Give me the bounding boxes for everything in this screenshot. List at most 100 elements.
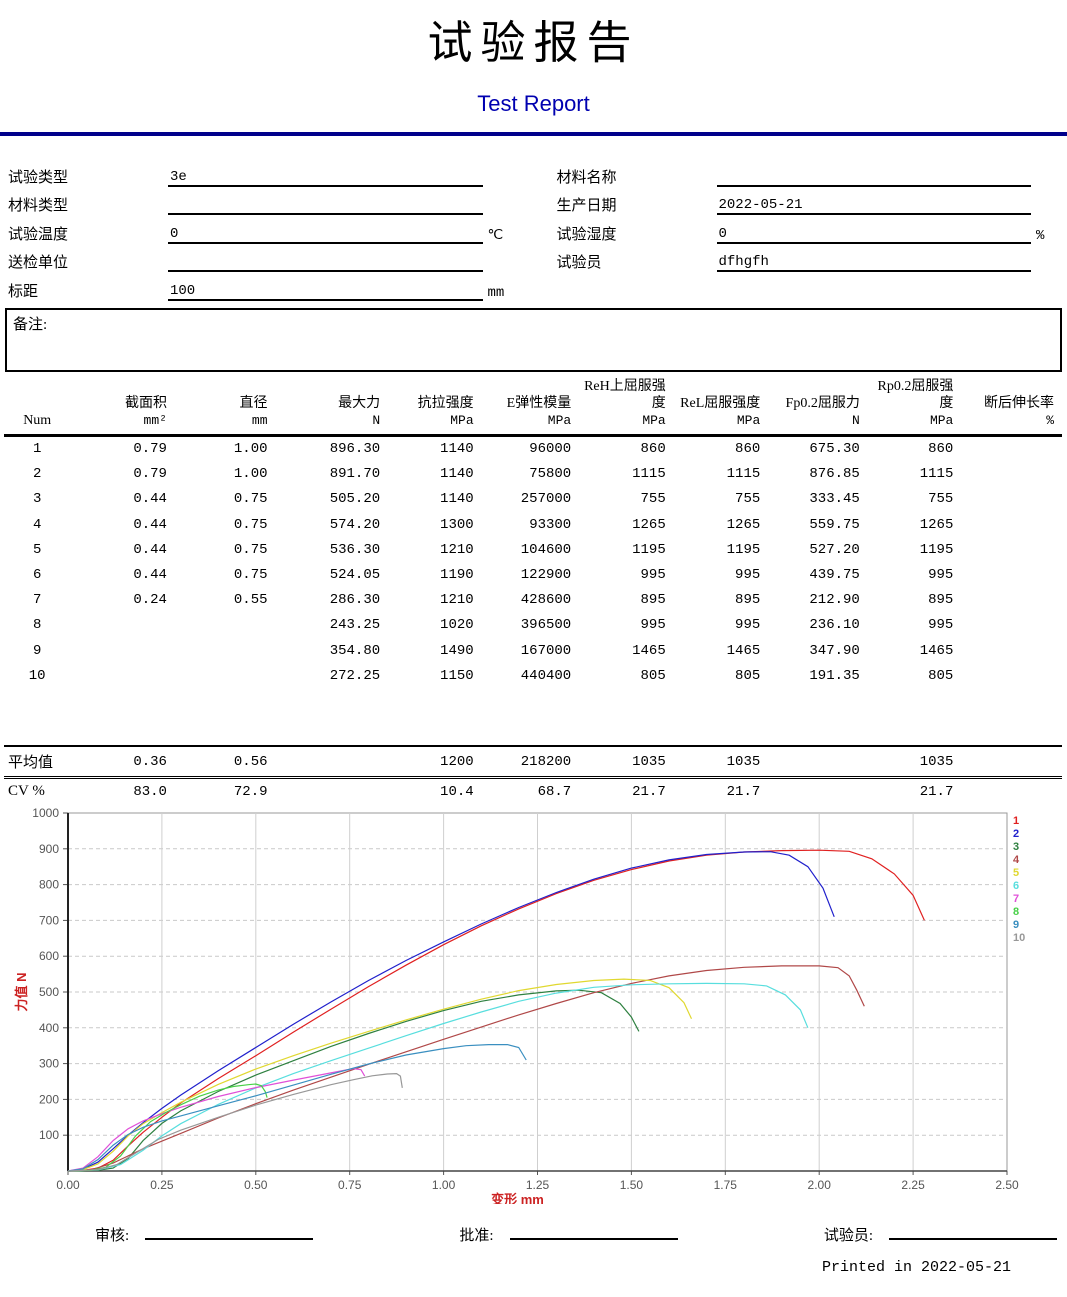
- legend-item-5: 5: [1013, 867, 1019, 879]
- field-value: 100: [168, 281, 483, 301]
- field-unit: %: [1036, 227, 1045, 244]
- table-cell: [961, 487, 1062, 512]
- table-cell: 428600: [520, 592, 572, 609]
- table-cell: 96000: [529, 441, 572, 458]
- summary-cell: 83.0: [133, 783, 167, 800]
- form-field: 送检单位: [8, 244, 511, 272]
- table-row: 7 0.24 0.55 286.30 1210 428600 895 895 212.90 895: [4, 588, 1062, 613]
- table-cell: [961, 512, 1062, 537]
- table-cell: 574.20: [329, 516, 381, 533]
- signoff-2: 试验员:: [824, 1224, 1057, 1245]
- table-cell: 243.25: [329, 617, 381, 634]
- curve-specimen-3: [67, 989, 640, 1172]
- table-cell: 1465: [726, 642, 761, 659]
- field-label: 材料类型: [8, 198, 69, 214]
- summary-cell: [961, 745, 1062, 780]
- table-cell: 9: [32, 642, 42, 659]
- table-row: 1 0.79 1.00 896.30 1140 96000 860 860 675.30 860: [4, 435, 1062, 462]
- field-value: [716, 167, 1031, 187]
- curve-specimen-7: [67, 1068, 366, 1172]
- legend-item-3: 3: [1013, 841, 1019, 853]
- x-tick-label: 0.00: [56, 1178, 80, 1192]
- column-header: 截面积 mm²: [74, 375, 175, 437]
- table-cell: 860: [640, 441, 666, 458]
- printed-date: Printed in 2022-05-21: [821, 1259, 1011, 1277]
- table-cell: 559.75: [809, 516, 860, 533]
- table-cell: 895: [735, 592, 761, 609]
- legend-item-6: 6: [1013, 880, 1019, 892]
- table-cell: 995: [735, 567, 761, 584]
- column-header: ReH上屈服强度 MPa: [579, 375, 674, 437]
- table-row: 3 0.44 0.75 505.20 1140 257000 755 755 333.45 755: [4, 487, 1062, 512]
- curve-specimen-1: [67, 849, 925, 1172]
- table-cell: 860: [928, 441, 954, 458]
- y-tick-label: 400: [39, 1021, 59, 1035]
- table-cell: 6: [32, 567, 42, 584]
- summary-cell: 平均值: [4, 745, 75, 780]
- table-cell: 995: [735, 617, 761, 634]
- table-cell: 236.10: [809, 617, 860, 634]
- table-cell: 104600: [520, 541, 572, 558]
- table-cell: 1020: [440, 617, 474, 634]
- y-tick-label: 700: [39, 914, 59, 928]
- page-title: 试验报告: [427, 18, 640, 68]
- legend-item-1: 1: [1013, 815, 1019, 827]
- x-tick-label: 1.75: [714, 1178, 738, 1192]
- table-cell: 0.44: [133, 541, 167, 558]
- table-cell: 396500: [520, 617, 572, 634]
- table-cell: 1115: [726, 466, 761, 483]
- table-cell: [74, 638, 175, 663]
- table-cell: 0.44: [133, 491, 167, 508]
- table-cell: [961, 435, 1062, 462]
- table-cell: 505.20: [329, 491, 381, 508]
- signature-line: [509, 1224, 678, 1241]
- table-row: 6 0.44 0.75 524.05 1190 122900 995 995 439.75 995: [4, 562, 1062, 587]
- legend-item-9: 9: [1013, 919, 1019, 931]
- column-header: Rp0.2屈服强度 MPa: [867, 375, 962, 437]
- table-cell: 805: [640, 667, 666, 684]
- summary-cell: 21.7: [919, 783, 954, 800]
- table-cell: 272.25: [329, 667, 381, 684]
- field-label: 生产日期: [556, 198, 617, 214]
- form-column-left: 试验类型 3e 材料类型 试验温度 0 ℃ 送检单位 标距 100 mm: [8, 158, 511, 301]
- table-cell: 167000: [520, 642, 572, 659]
- table-cell: 440400: [520, 667, 572, 684]
- table-cell: 0.75: [233, 541, 268, 558]
- table-cell: 536.30: [329, 541, 381, 558]
- table-cell: 1150: [440, 667, 474, 684]
- table-cell: 895: [640, 592, 666, 609]
- table-cell: 1195: [632, 541, 666, 558]
- summary-cell: 21.7: [726, 783, 761, 800]
- table-cell: 7: [32, 592, 42, 609]
- force-deformation-chart: 100 200 300 400 500 600 700 800 900 1000 0.00 0.25 0…: [14, 806, 1025, 1204]
- table-cell: 122900: [520, 567, 572, 584]
- table-cell: 1140: [440, 491, 474, 508]
- form-field: 生产日期 2022-05-21: [556, 187, 1060, 215]
- y-tick-label: 800: [39, 878, 59, 892]
- table-cell: [74, 663, 175, 688]
- signoff-1: 批准:: [459, 1224, 678, 1245]
- table-cell: [175, 663, 276, 688]
- table-cell: 1195: [919, 541, 954, 558]
- field-value: 0: [168, 224, 483, 244]
- form-field: 标距 100 mm: [8, 272, 511, 301]
- table-cell: 0.24: [133, 592, 167, 609]
- header-divider: [0, 132, 1067, 136]
- curve-specimen-5: [67, 978, 693, 1172]
- x-tick-label: 1.50: [620, 1178, 644, 1192]
- table-cell: 891.70: [329, 466, 381, 483]
- field-label: 试验类型: [8, 169, 69, 186]
- signoff-label: 审核:: [95, 1228, 130, 1245]
- table-cell: [961, 613, 1062, 638]
- summary-cell: CV %: [8, 783, 45, 800]
- form-field: 试验类型 3e: [8, 158, 511, 187]
- summary-cell: 21.7: [632, 783, 666, 800]
- table-cell: 93300: [529, 516, 572, 533]
- table-row: 9 354.80 1490 167000 1465 1465 347.90 1465: [4, 638, 1062, 663]
- table-cell: [74, 613, 175, 638]
- table-cell: 0.79: [133, 441, 167, 458]
- curve-specimen-8: [67, 1083, 268, 1172]
- field-unit: mm: [487, 284, 505, 301]
- table-row: 4 0.44 0.75 574.20 1300 93300 1265 1265 559.75 12…: [4, 512, 1062, 537]
- table-cell: 1195: [726, 541, 761, 558]
